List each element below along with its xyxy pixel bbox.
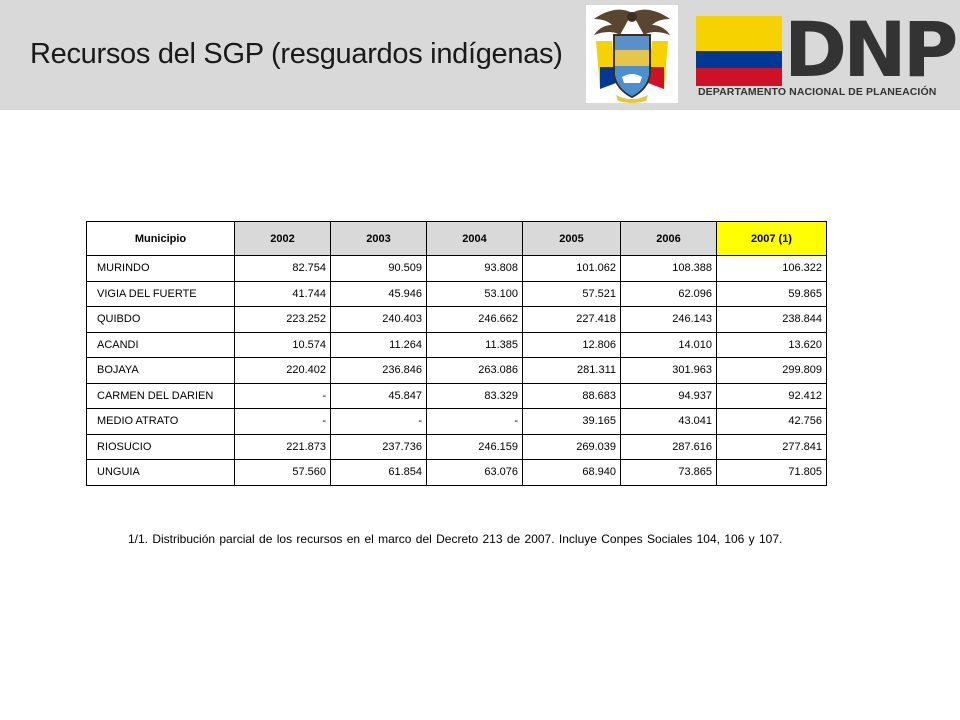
column-header-2003: 2003 xyxy=(330,221,427,256)
dnp-logo: DNP DEPARTAMENTO NACIONAL DE PLANEACIÓN xyxy=(696,7,958,102)
value-cell: 13.620 xyxy=(716,331,827,358)
value-cell: 14.010 xyxy=(620,331,717,358)
value-cell: 61.854 xyxy=(330,459,427,486)
column-header-2005: 2005 xyxy=(522,221,621,256)
dnp-logo-subtitle: DEPARTAMENTO NACIONAL DE PLANEACIÓN xyxy=(698,86,937,98)
table-row: ACANDI 10.574 11.264 11.385 12.806 14.010 13.6… xyxy=(86,331,827,358)
table-row: VIGIA DEL FUERTE 41.744 45.946 53.100 57.521… xyxy=(86,280,827,307)
municipio-cell: RIOSUCIO xyxy=(86,433,235,460)
municipio-cell: MURINDO xyxy=(86,255,235,282)
value-cell: 246.159 xyxy=(426,433,523,460)
value-cell: 94.937 xyxy=(620,382,717,409)
value-cell: 12.806 xyxy=(522,331,621,358)
value-cell: 41.744 xyxy=(234,280,331,307)
column-header-municipio: Municipio xyxy=(86,221,235,256)
value-cell: 45.946 xyxy=(330,280,427,307)
column-header-2007: 2007 (1) xyxy=(716,221,827,256)
value-cell: 53.100 xyxy=(426,280,523,307)
municipio-cell: CARMEN DEL DARIEN xyxy=(86,382,235,409)
value-cell: 62.096 xyxy=(620,280,717,307)
value-cell: 246.143 xyxy=(620,306,717,333)
value-cell: 263.086 xyxy=(426,357,523,384)
value-cell: 11.264 xyxy=(330,331,427,358)
value-cell: 236.846 xyxy=(330,357,427,384)
value-cell: 42.756 xyxy=(716,408,827,435)
value-cell: 57.521 xyxy=(522,280,621,307)
value-cell: 106.322 xyxy=(716,255,827,282)
value-cell: 63.076 xyxy=(426,459,523,486)
value-cell: 220.402 xyxy=(234,357,331,384)
value-cell: 39.165 xyxy=(522,408,621,435)
value-cell: 221.873 xyxy=(234,433,331,460)
colombia-flag-icon xyxy=(696,16,782,86)
coat-of-arms-icon xyxy=(586,5,678,103)
value-cell: 57.560 xyxy=(234,459,331,486)
value-cell: 223.252 xyxy=(234,306,331,333)
value-cell: 238.844 xyxy=(716,306,827,333)
value-cell: 240.403 xyxy=(330,306,427,333)
value-cell: 83.329 xyxy=(426,382,523,409)
value-cell: 277.841 xyxy=(716,433,827,460)
column-header-2002: 2002 xyxy=(234,221,331,256)
municipio-cell: VIGIA DEL FUERTE xyxy=(86,280,235,307)
value-cell: - xyxy=(234,408,331,435)
value-cell: 10.574 xyxy=(234,331,331,358)
value-cell: - xyxy=(234,382,331,409)
value-cell: 287.616 xyxy=(620,433,717,460)
value-cell: 281.311 xyxy=(522,357,621,384)
table-row: BOJAYA 220.402 236.846 263.086 281.311 301.96… xyxy=(86,357,827,384)
value-cell: 269.039 xyxy=(522,433,621,460)
value-cell: 92.412 xyxy=(716,382,827,409)
value-cell: 299.809 xyxy=(716,357,827,384)
table-row: QUIBDO 223.252 240.403 246.662 227.418 246.14… xyxy=(86,306,827,333)
column-header-2006: 2006 xyxy=(620,221,717,256)
column-header-2004: 2004 xyxy=(426,221,523,256)
value-cell: 11.385 xyxy=(426,331,523,358)
value-cell: 59.865 xyxy=(716,280,827,307)
value-cell: 301.963 xyxy=(620,357,717,384)
value-cell: 73.865 xyxy=(620,459,717,486)
municipio-cell: BOJAYA xyxy=(86,357,235,384)
value-cell: 71.805 xyxy=(716,459,827,486)
value-cell: 88.683 xyxy=(522,382,621,409)
value-cell: 45.847 xyxy=(330,382,427,409)
municipio-cell: ACANDI xyxy=(86,331,235,358)
value-cell: 101.062 xyxy=(522,255,621,282)
page-title: Recursos del SGP (resguardos indígenas) xyxy=(30,38,563,70)
table-row: MURINDO 82.754 90.509 93.808 101.062 108.388 1… xyxy=(86,255,827,282)
value-cell: 237.736 xyxy=(330,433,427,460)
table-row: UNGUIA 57.560 61.854 63.076 68.940 73.865 71.8… xyxy=(86,459,827,486)
header-bar: Recursos del SGP (resguardos indígenas) xyxy=(0,0,960,110)
value-cell: - xyxy=(330,408,427,435)
table-row: MEDIO ATRATO - - -39.165 43.041 42.756 xyxy=(86,408,827,435)
value-cell: 108.388 xyxy=(620,255,717,282)
municipio-cell: QUIBDO xyxy=(86,306,235,333)
value-cell: 82.754 xyxy=(234,255,331,282)
value-cell: - xyxy=(426,408,523,435)
value-cell: 93.808 xyxy=(426,255,523,282)
footnote: 1/1. Distribución parcial de los recurso… xyxy=(128,532,783,546)
table-header-row: Municipio 2002 2003 2004 2005 2006 2007 … xyxy=(86,221,827,256)
resources-table: Municipio 2002 2003 2004 2005 2006 2007 … xyxy=(86,221,827,486)
table-row: CARMEN DEL DARIEN -45.847 83.329 88.683 94.9… xyxy=(86,382,827,409)
municipio-cell: MEDIO ATRATO xyxy=(86,408,235,435)
dnp-logo-text: DNP xyxy=(784,5,958,94)
table-body: MURINDO 82.754 90.509 93.808 101.062 108.388 1… xyxy=(86,255,827,486)
value-cell: 227.418 xyxy=(522,306,621,333)
table-row: RIOSUCIO 221.873 237.736 246.159 269.039 287.… xyxy=(86,433,827,460)
value-cell: 68.940 xyxy=(522,459,621,486)
value-cell: 43.041 xyxy=(620,408,717,435)
value-cell: 246.662 xyxy=(426,306,523,333)
municipio-cell: UNGUIA xyxy=(86,459,235,486)
value-cell: 90.509 xyxy=(330,255,427,282)
